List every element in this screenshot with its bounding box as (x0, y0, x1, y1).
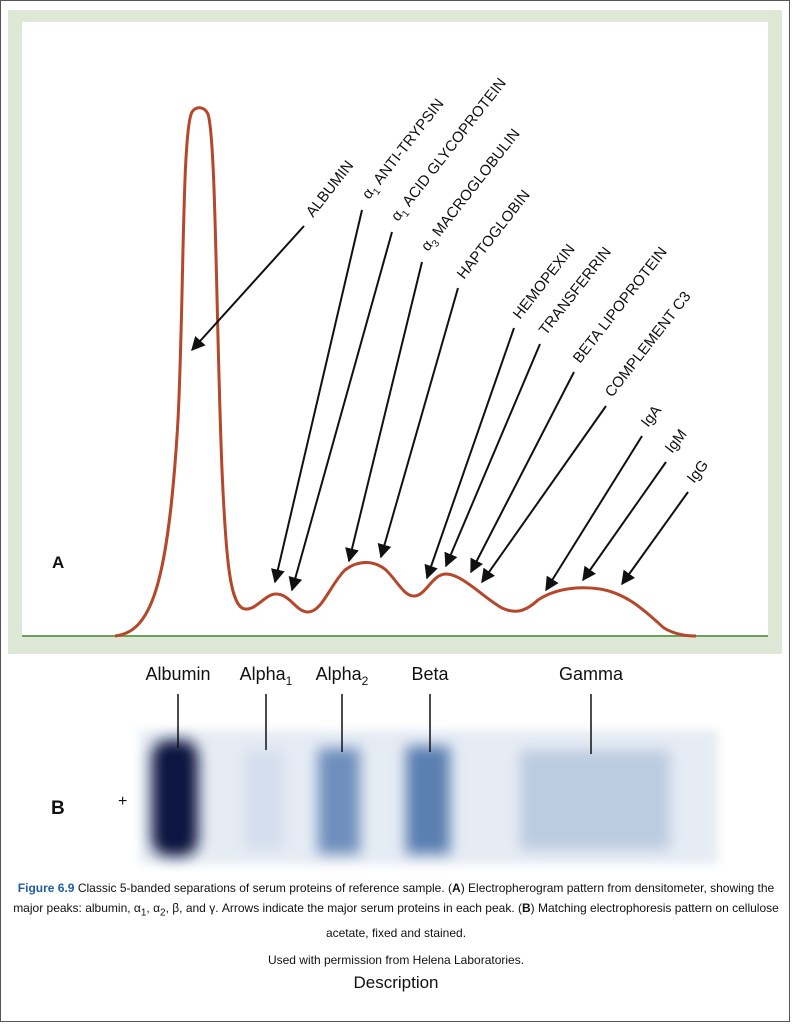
arrow-albumin (191, 225, 305, 352)
arrow-complement-c3 (481, 405, 607, 584)
caption-bold-b: B (522, 901, 531, 915)
band-name-albumin: Albumin (145, 664, 210, 684)
band-alpha1 (244, 750, 284, 850)
arrow-igg (621, 491, 689, 586)
arrow-a1-acid-glycoprotein (288, 231, 393, 592)
figure-caption: Figure 6.9 Classic 5-banded separations … (10, 878, 782, 943)
arrow-a1-antitrypsin (271, 209, 363, 584)
arrow-beta-lipoprotein (470, 371, 575, 574)
caption-text: ) Electropherogram pattern from densitom… (13, 881, 775, 915)
arrows (191, 209, 689, 592)
band-names: Albumin Alpha1 Alpha2 Beta Gamma (145, 664, 624, 688)
label-igm: IgM (662, 426, 691, 456)
caption-text: ) Matching electrophoresis pattern on ce… (325, 901, 779, 941)
panel-a-canvas (22, 22, 768, 636)
anode-plus-sign: + (118, 793, 127, 810)
band-pointers (177, 694, 592, 754)
arrow-haptoglobin (377, 287, 459, 559)
arrow-hemopexin (424, 327, 515, 580)
caption-text: , β, and γ. Arrows indicate the major se… (165, 901, 522, 915)
band-albumin (152, 740, 198, 856)
caption-subscript: 1 (140, 907, 147, 919)
electrophoresis-strip (140, 730, 718, 864)
arrow-a3-macroglobulin (345, 261, 423, 563)
label-a3-macroglobulin: α3 MACROGLOBULIN (418, 126, 526, 257)
arrow-igm (582, 461, 667, 582)
label-igg: IgG (684, 457, 712, 487)
label-albumin: ALBUMIN (303, 157, 357, 220)
band-name-alpha2: Alpha2 (316, 664, 369, 688)
electropherogram-curve (114, 106, 697, 638)
caption-subscript: 2 (160, 907, 166, 919)
band-beta (406, 746, 450, 854)
panel-a-label: A (52, 553, 64, 572)
band-gamma (520, 750, 670, 850)
caption-bold-a: A (452, 881, 461, 895)
label-a1-antitrypsin: α1 ANTI-TRYPSIN (359, 96, 450, 205)
label-iga: IgA (638, 402, 665, 430)
band-name-gamma: Gamma (559, 664, 624, 684)
caption-text: Classic 5-banded separations of serum pr… (74, 881, 453, 895)
description-link[interactable]: Description (353, 973, 439, 992)
caption-text: , α (146, 901, 161, 915)
panel-b-label: B (51, 798, 65, 819)
band-name-beta: Beta (411, 664, 449, 684)
band-name-alpha1: Alpha1 (240, 664, 293, 688)
figure-label: Figure 6.9 (17, 881, 75, 895)
arrow-iga (545, 435, 643, 592)
band-alpha2 (318, 748, 360, 854)
permission-credit: Used with permission from Helena Laborat… (267, 953, 525, 967)
peak-labels: ALBUMIN α1 ANTI-TRYPSIN α1 ACID GLYCOPRO… (303, 75, 712, 487)
arrow-transferrin (444, 343, 541, 568)
